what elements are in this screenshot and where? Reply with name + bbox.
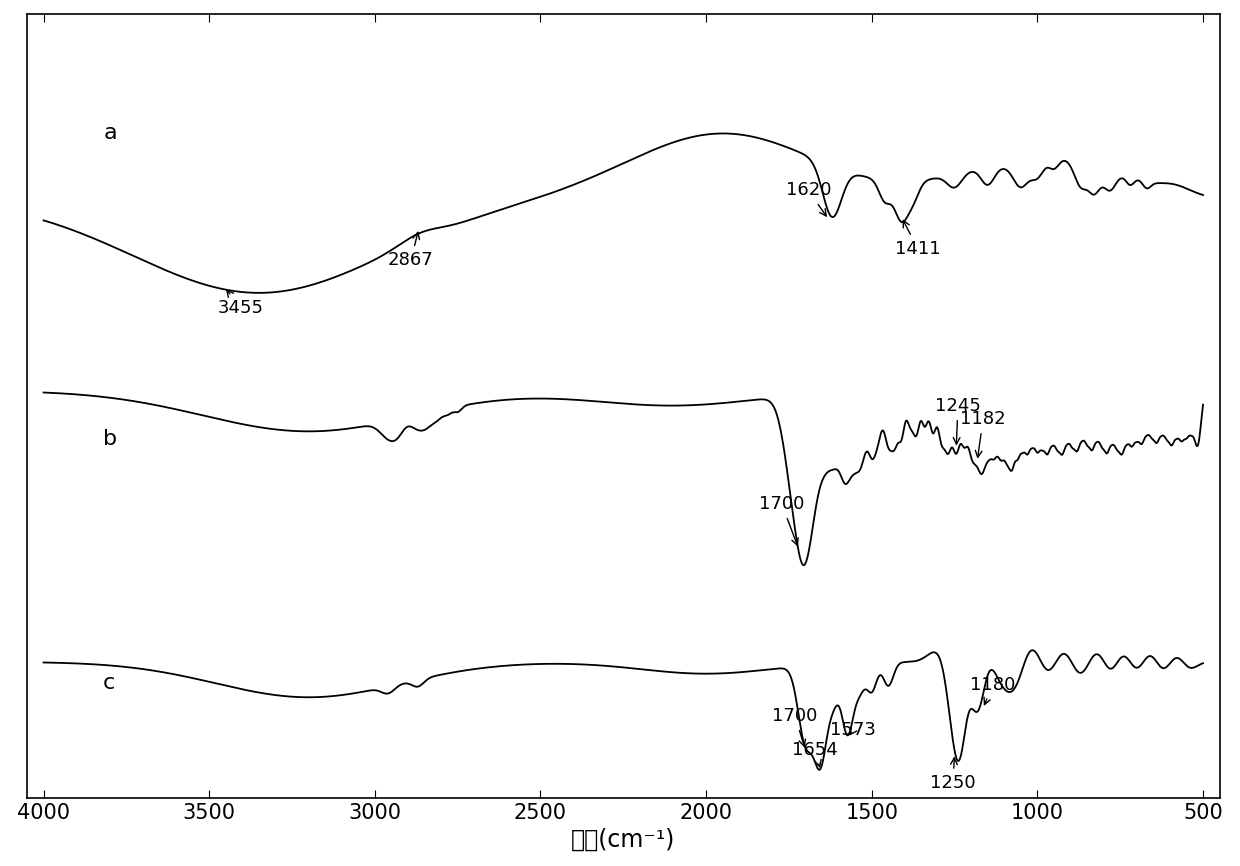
X-axis label: 波数(cm⁻¹): 波数(cm⁻¹) [572, 828, 676, 852]
Text: 1573: 1573 [831, 721, 877, 739]
Text: 1620: 1620 [786, 181, 831, 216]
Text: 1411: 1411 [895, 221, 941, 257]
Text: 3455: 3455 [218, 290, 264, 317]
Text: 1700: 1700 [759, 495, 805, 546]
Text: 1182: 1182 [960, 410, 1006, 457]
Text: 1250: 1250 [930, 758, 976, 792]
Text: b: b [103, 429, 118, 449]
Text: 1654: 1654 [792, 740, 838, 766]
Text: 1245: 1245 [935, 397, 981, 444]
Text: 1180: 1180 [971, 675, 1016, 705]
Text: c: c [103, 674, 115, 694]
Text: a: a [103, 124, 117, 144]
Text: 2867: 2867 [388, 232, 434, 269]
Text: 1700: 1700 [773, 707, 817, 746]
